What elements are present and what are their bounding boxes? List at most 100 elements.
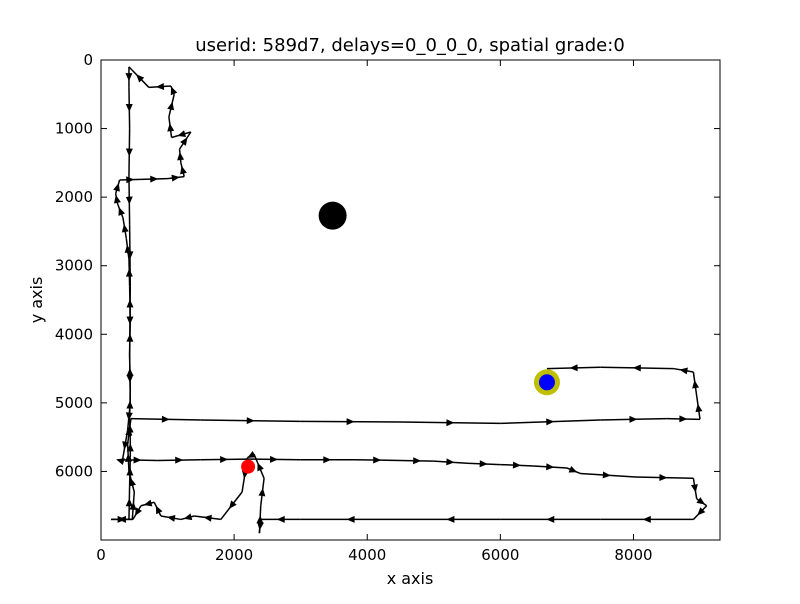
trajectory-arrow [125, 427, 133, 436]
x-axis-label: x axis [387, 569, 434, 588]
x-tick-label: 4000 [348, 546, 386, 564]
trajectory-arrow [129, 501, 137, 510]
x-tick-label: 8000 [614, 546, 652, 564]
trajectory-arrow [126, 316, 134, 325]
trajectory-arrow [125, 103, 133, 112]
trajectory-arrow [413, 457, 422, 465]
trajectory-arrow [632, 364, 641, 372]
trajectory-arrow [125, 268, 133, 277]
trajectory-arrow [121, 224, 129, 233]
trajectory-arrow [177, 130, 187, 138]
trajectory-arrow [247, 451, 256, 458]
trajectory-arrow [118, 207, 126, 216]
chart-title: userid: 589d7, delays=0_0_0_0, spatial g… [195, 35, 625, 56]
trajectory-arrow [126, 176, 135, 184]
plot-frame [100, 59, 721, 541]
trajectory-arrow [569, 364, 578, 372]
trajectory-arrow [125, 196, 133, 205]
trajectory-arrow [113, 183, 120, 192]
obstacle-marker [318, 201, 347, 230]
y-tick-label: 1000 [55, 120, 93, 138]
trajectory-arrow [546, 418, 555, 426]
trajectory-arrow [373, 456, 382, 464]
y-tick-label: 0 [83, 51, 93, 69]
trajectory-arrow [180, 137, 188, 146]
y-axis-label: y axis [27, 277, 46, 324]
y-tick-label: 3000 [55, 257, 93, 275]
trajectory-arrow [446, 419, 455, 427]
trajectory-arrow [512, 461, 521, 469]
trajectory-arrow [602, 471, 611, 479]
trajectory-arrow [161, 415, 170, 423]
trajectory-arrow [134, 507, 142, 517]
trajectory-arrow [203, 514, 212, 522]
trajectory-arrow [117, 515, 126, 523]
y-tick-label: 5000 [55, 394, 93, 412]
trajectory-arrow [183, 513, 193, 521]
trajectory-arrow [155, 505, 163, 515]
trajectory-arrow [629, 415, 638, 423]
y-tick-label: 2000 [55, 188, 93, 206]
marker-layer [241, 201, 560, 474]
trajectory-arrow [695, 403, 703, 413]
trajectory-arrow [546, 515, 555, 523]
trajectory-arrow [125, 148, 133, 157]
trajectory-arrow [133, 456, 142, 464]
x-tick-label: 2000 [215, 546, 253, 564]
trajectory-arrow [177, 152, 185, 161]
trajectory-arrow [642, 515, 651, 523]
trajectory-arrow [125, 412, 133, 421]
trajectory-arrow [479, 460, 488, 468]
trajectory-arrow [126, 467, 134, 476]
trajectory-arrow [346, 515, 355, 523]
trajectory-arrow [323, 456, 332, 464]
trajectory-arrow [180, 165, 187, 175]
trajectory-arrow [136, 74, 145, 83]
series-layer [110, 66, 708, 534]
trajectory-arrow [125, 498, 133, 507]
trajectory-arrow [150, 175, 159, 183]
trajectory-arrow [346, 418, 355, 426]
trajectory-arrow [568, 465, 578, 473]
trajectory-arrow [690, 484, 698, 493]
y-axis-ticks: 0 1000 2000 3000 4000 5000 6000 [55, 51, 720, 480]
trajectory-arrow [696, 497, 705, 505]
trajectory-arrow [276, 515, 285, 523]
trajectory-arrow [229, 500, 237, 509]
trajectory-arrow [679, 415, 688, 423]
trajectory-arrow [143, 499, 153, 507]
x-tick-label: 0 [96, 546, 106, 564]
trajectory-arrow [170, 86, 178, 96]
x-tick-label: 6000 [481, 546, 519, 564]
trajectory-arrow [679, 367, 688, 375]
start-marker [241, 459, 256, 474]
trajectory-arrow [258, 488, 266, 497]
trajectory-arrow [220, 455, 229, 463]
plot-area [100, 59, 721, 541]
target-center-marker [538, 374, 555, 391]
trajectory-arrow [113, 194, 121, 204]
trajectory-arrow [124, 453, 132, 462]
trajectory-arrow [126, 251, 134, 260]
trajectory-arrow [446, 458, 455, 466]
trajectory-arrow [256, 515, 264, 524]
trajectory-arrow [246, 417, 255, 425]
trajectory-arrow [166, 514, 176, 522]
trajectory-arrow [692, 380, 700, 389]
trajectory-arrow [270, 455, 279, 463]
y-tick-label: 4000 [55, 325, 93, 343]
trajectory-arrow [126, 374, 134, 383]
trajectory-arrow [446, 515, 455, 523]
trajectory-arrow [129, 477, 137, 487]
trajectory-arrow [257, 462, 264, 472]
x-axis-ticks: 0 2000 4000 6000 8000 [96, 60, 653, 564]
trajectory-arrow [175, 456, 184, 464]
trajectory-arrow [167, 123, 175, 132]
trajectory-arrow [659, 474, 668, 482]
trajectory-arrow [697, 507, 706, 516]
trajectory-arrow [125, 73, 133, 82]
trajectory-arrow [546, 463, 555, 471]
trajectory-arrow [171, 174, 180, 182]
